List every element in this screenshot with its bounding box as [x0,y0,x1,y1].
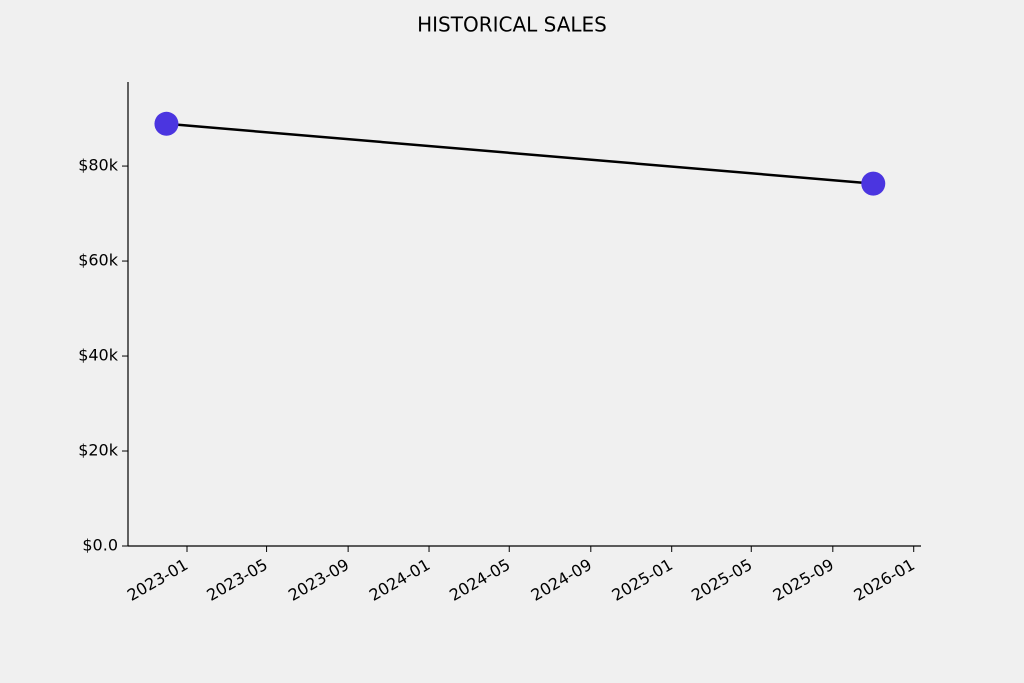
point [154,111,179,136]
y-tick-label: $0.0 [82,536,118,555]
x-tick-label: 2025-01 [609,555,676,605]
y-tick-label: $60k [78,251,119,270]
point [861,171,886,196]
line [166,122,874,185]
x-tick-label: 2024-01 [366,555,433,605]
x-tick-label: 2025-09 [770,555,837,605]
x-tick-label: 2024-05 [446,555,513,605]
x-tick-label: 2026-01 [851,555,918,605]
x-tick-label: 2025-05 [688,555,755,605]
x-tick-label: 2023-01 [124,555,191,605]
x-tick-label: 2024-09 [528,555,595,605]
y-tick-label: $20k [78,441,119,460]
chart-title: HISTORICAL SALES [417,13,607,37]
x-tick-label: 2023-09 [285,555,352,605]
x-tick-label: 2023-05 [203,555,270,605]
y-tick-label: $80k [78,156,119,175]
y-tick-label: $40k [78,346,119,365]
